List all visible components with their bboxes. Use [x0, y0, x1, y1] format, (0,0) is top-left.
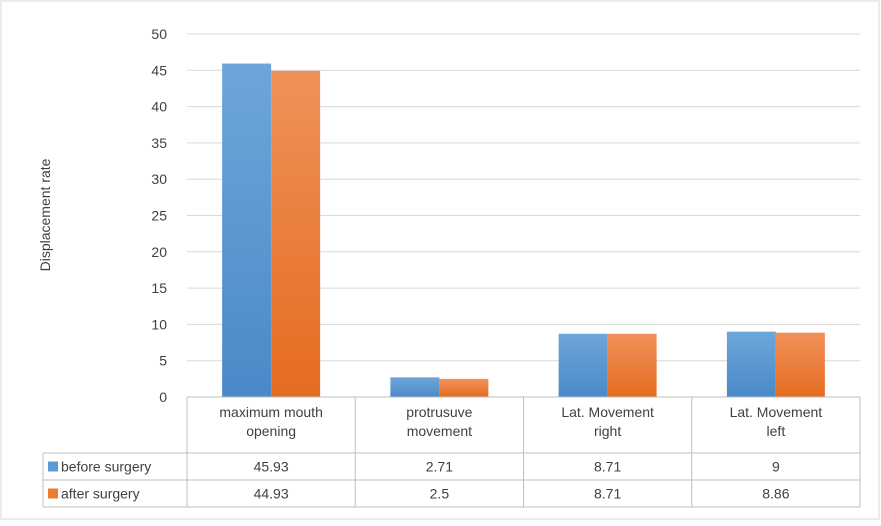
y-tick-label: 10	[151, 316, 167, 332]
data-value: 45.93	[254, 459, 289, 475]
x-category-label: maximum mouth opening	[219, 404, 322, 439]
bar-before-1	[390, 377, 440, 397]
y-tick-label: 30	[151, 171, 167, 187]
legend-key-before	[48, 461, 58, 472]
data-value: 8.86	[762, 486, 789, 502]
data-value: 8.71	[594, 459, 621, 475]
y-tick-label: 25	[151, 208, 167, 224]
x-category-label: protrusuve movement	[406, 404, 472, 439]
bar-after-3	[775, 332, 825, 397]
bar-after-0	[271, 70, 321, 397]
x-category-label: Lat. Movement left	[730, 404, 823, 439]
legend-label-before: before surgery	[61, 459, 151, 475]
data-value: 2.71	[426, 459, 453, 475]
bar-before-0	[222, 63, 272, 398]
bar-after-1	[439, 378, 489, 397]
bar-after-2	[607, 333, 657, 397]
y-tick-label: 0	[159, 389, 167, 405]
y-tick-label: 35	[151, 135, 167, 151]
data-value: 8.71	[594, 486, 621, 502]
bar-before-3	[726, 331, 776, 397]
y-tick-label: 15	[151, 280, 167, 296]
data-value: 9	[772, 459, 780, 475]
y-tick-label: 40	[151, 99, 167, 115]
legend-label-after: after surgery	[61, 486, 140, 502]
y-tick-label: 45	[151, 62, 167, 78]
x-category-label: Lat. Movement right	[561, 404, 654, 439]
y-tick-label: 50	[151, 26, 167, 42]
bar-before-2	[558, 333, 608, 397]
legend-key-after	[48, 488, 58, 499]
data-value: 44.93	[254, 486, 289, 502]
y-tick-label: 5	[159, 353, 167, 369]
y-tick-label: 20	[151, 244, 167, 260]
y-axis-label: Displacement rate	[37, 158, 53, 271]
data-value: 2.5	[430, 486, 450, 502]
